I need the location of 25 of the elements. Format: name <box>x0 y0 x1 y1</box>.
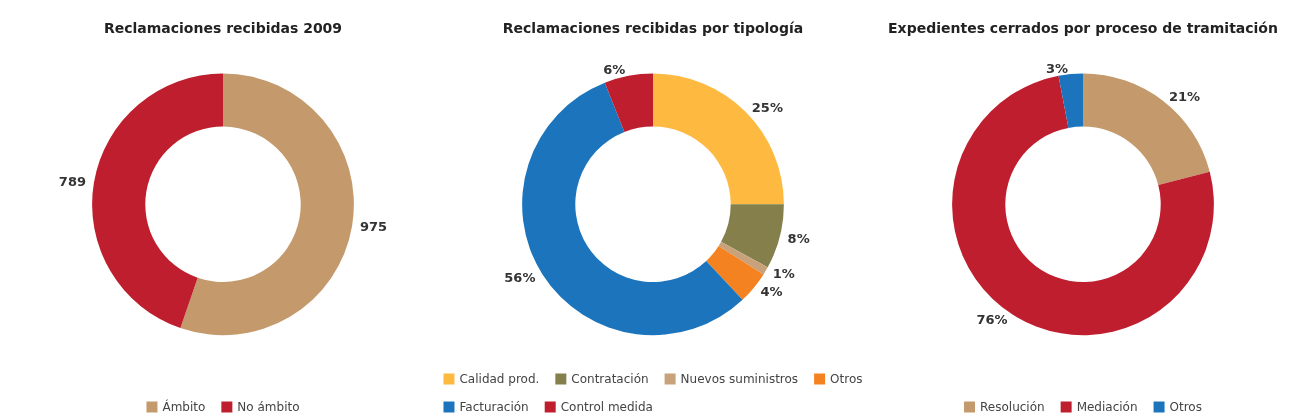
legend-label: Contratación <box>571 372 649 386</box>
legend-label: Otros <box>830 372 863 386</box>
chart-title: Reclamaciones recibidas por tipología <box>502 20 804 36</box>
data-label: 25% <box>751 100 783 116</box>
legend-label: Ámbito <box>162 399 206 414</box>
legend-label: Otros <box>1169 400 1202 414</box>
data-label: 76% <box>976 312 1008 328</box>
legend-label: Resolución <box>980 400 1045 414</box>
data-label: 3% <box>1046 60 1069 76</box>
data-label: 789 <box>58 174 86 190</box>
data-label: 4% <box>760 284 783 300</box>
legend-label: Nuevos suministros <box>680 372 799 386</box>
data-label: 6% <box>603 62 626 78</box>
chart-title: Expedientes cerrados por proceso de tramitación <box>888 20 1278 36</box>
chart-title: Reclamaciones recibidas 2009 <box>103 20 343 36</box>
data-label: 975 <box>360 219 388 235</box>
legend-label: Calidad prod. <box>459 372 540 386</box>
data-label: 1% <box>772 266 795 282</box>
legend-label: No ámbito <box>237 400 300 414</box>
legend-label: Control medida <box>560 400 653 414</box>
legend-label: Mediación <box>1076 400 1138 414</box>
legend-label: Facturación <box>459 400 529 414</box>
data-label: 8% <box>787 230 810 246</box>
data-label: 56% <box>504 270 536 286</box>
data-label: 21% <box>1168 88 1201 104</box>
